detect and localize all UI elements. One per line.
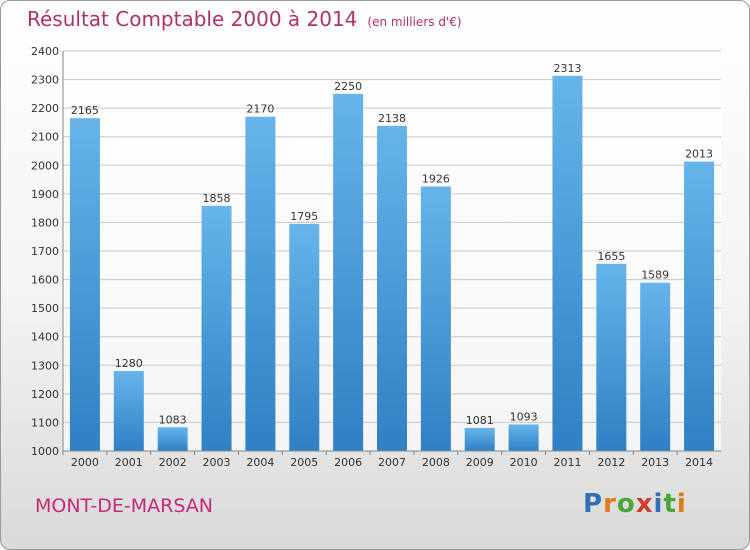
chart-title: Résultat Comptable 2000 à 2014 (en millie…	[27, 7, 462, 31]
logo-letter: r	[603, 489, 617, 519]
data-label-2007: 2138	[378, 112, 406, 125]
data-label-2009: 1081	[466, 414, 494, 427]
y-tick-label: 1900	[31, 188, 59, 201]
y-tick-label: 2100	[31, 131, 59, 144]
bar-2009	[464, 427, 495, 451]
chart-title-text: Résultat Comptable 2000 à 2014	[27, 7, 358, 31]
data-label-2004: 2170	[246, 103, 274, 116]
x-tick-label: 2011	[553, 456, 581, 469]
x-tick-label: 2004	[246, 456, 274, 469]
data-label-2006: 2250	[334, 80, 362, 93]
data-label-2008: 1926	[422, 172, 450, 185]
bar-2012	[596, 263, 627, 451]
y-tick-label: 1000	[31, 445, 59, 458]
data-label-2011: 2313	[553, 62, 581, 75]
y-tick-label: 2400	[31, 45, 59, 58]
bar-2013	[640, 282, 671, 451]
bar-2004	[245, 116, 276, 451]
city-name: MONT-DE-MARSAN	[35, 495, 213, 517]
bar-2010	[508, 424, 539, 451]
bar-2002	[157, 427, 188, 451]
data-label-2000: 2165	[71, 104, 99, 117]
data-label-2003: 1858	[203, 192, 231, 205]
data-label-2012: 1655	[597, 250, 625, 263]
y-tick-label: 1600	[31, 274, 59, 287]
x-tick-label: 2012	[597, 456, 625, 469]
bar-2001	[113, 371, 144, 451]
bar-2007	[377, 125, 407, 451]
x-tick-label: 2007	[378, 456, 406, 469]
y-tick-label: 2300	[31, 74, 59, 87]
data-label-2014: 2013	[685, 148, 713, 161]
y-tick-label: 1200	[31, 388, 59, 401]
y-tick-label: 1100	[31, 416, 59, 429]
y-tick-label: 2000	[31, 159, 59, 172]
data-label-2005: 1795	[290, 210, 318, 223]
x-tick-label: 2009	[466, 456, 494, 469]
x-tick-label: 2014	[685, 456, 713, 469]
x-tick-label: 2005	[290, 456, 318, 469]
y-tick-label: 1800	[31, 216, 59, 229]
bar-2008	[420, 186, 451, 451]
y-tick-label: 1500	[31, 302, 59, 315]
logo-letter: t	[663, 489, 677, 519]
logo-letter: o	[616, 489, 636, 519]
x-tick-label: 2001	[115, 456, 143, 469]
x-tick-label: 2013	[641, 456, 669, 469]
logo-letter: x	[635, 489, 654, 519]
y-tick-label: 1700	[31, 245, 59, 258]
bar-2000	[69, 118, 100, 452]
bar-2006	[333, 93, 364, 451]
x-tick-label: 2002	[159, 456, 187, 469]
x-tick-label: 2003	[203, 456, 231, 469]
x-tick-label: 2006	[334, 456, 362, 469]
bar-2011	[552, 75, 583, 451]
data-label-2010: 1093	[510, 410, 538, 423]
chart-subtitle: (en milliers d'€)	[367, 15, 462, 29]
y-tick-label: 2200	[31, 102, 59, 115]
data-label-2001: 1280	[115, 357, 143, 370]
x-tick-label: 2000	[71, 456, 99, 469]
data-label-2002: 1083	[159, 413, 187, 426]
x-tick-label: 2008	[422, 456, 450, 469]
y-tick-label: 1300	[31, 359, 59, 372]
y-tick-label: 1400	[31, 331, 59, 344]
bar-2014	[684, 161, 715, 452]
data-label-2013: 1589	[641, 269, 669, 282]
logo-letter: i	[676, 489, 687, 519]
logo-letter: i	[653, 489, 664, 519]
bar-2003	[201, 205, 232, 451]
logo-letter: P	[583, 489, 604, 519]
bar-2005	[289, 223, 320, 451]
x-tick-label: 2010	[510, 456, 538, 469]
proxiti-logo: Proxiti	[583, 489, 687, 519]
